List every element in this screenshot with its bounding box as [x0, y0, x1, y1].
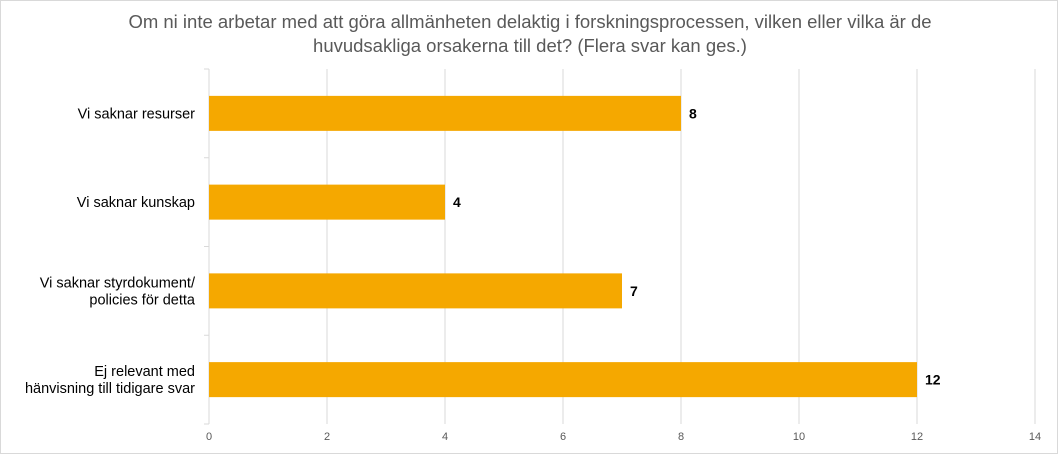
data-label-2: 7 — [630, 283, 638, 299]
category-label-0-line-0: Vi saknar resurser — [78, 106, 196, 122]
x-tick-label-5: 10 — [793, 431, 805, 443]
bar-3 — [209, 362, 917, 398]
category-label-3: Ej relevant med hänvisning till tidigare … — [25, 364, 195, 397]
category-label-2-line-0: Vi saknar styrdokument/ — [40, 275, 196, 291]
chart-title-line-2: huvudsakliga orsakerna till det? (Flera … — [313, 35, 747, 56]
category-label-2: Vi saknar styrdokument/policies för dett… — [40, 275, 196, 308]
x-tick-label-2: 4 — [442, 431, 448, 443]
chart-title: Om ni inte arbetar med att göra allmänhe… — [41, 10, 1019, 58]
data-label-1: 4 — [453, 194, 461, 210]
x-tick-label-6: 12 — [911, 431, 923, 443]
chart-title-line-1: Om ni inte arbetar med att göra allmänhe… — [128, 11, 932, 32]
x-tick-label-3: 6 — [560, 431, 566, 443]
x-tick-label-7: 14 — [1029, 431, 1041, 443]
bar-0 — [209, 95, 681, 131]
category-label-3-line-0: Ej relevant med — [94, 364, 195, 380]
category-label-1-line-0: Vi saknar kunskap — [77, 195, 195, 211]
category-label-2-line-1: policies för detta — [89, 292, 196, 308]
category-label-1: Vi saknar kunskap — [77, 195, 195, 211]
data-label-3: 12 — [925, 372, 941, 388]
category-label-0: Vi saknar resurser — [78, 106, 196, 122]
x-tick-label-0: 0 — [206, 431, 212, 443]
x-tick-label-1: 2 — [324, 431, 330, 443]
bar-2 — [209, 273, 622, 309]
category-label-3-line-1: hänvisning till tidigare svar — [25, 381, 195, 397]
x-tick-label-4: 8 — [678, 431, 684, 443]
data-label-0: 8 — [689, 105, 697, 121]
bar-1 — [209, 184, 445, 220]
